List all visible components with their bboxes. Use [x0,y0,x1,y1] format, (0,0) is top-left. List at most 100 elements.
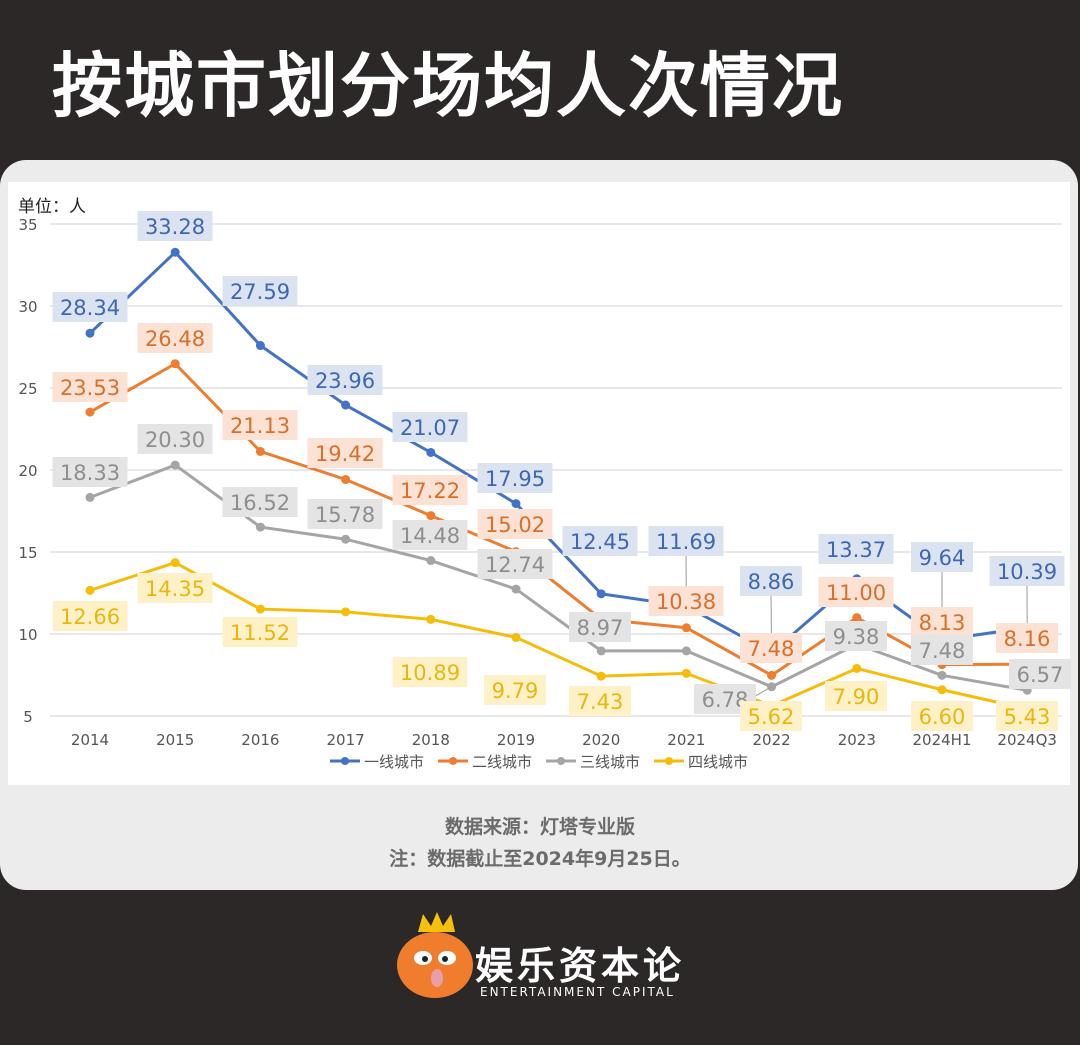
data-source: 数据来源：灯塔专业版 [444,816,635,838]
x-tick-label: 2017 [327,731,365,749]
data-point [681,668,691,678]
data-label: 7.90 [833,685,880,709]
data-label: 9.79 [492,679,539,703]
data-label: 11.69 [656,530,716,554]
data-point [852,663,862,673]
data-label: 21.07 [400,416,460,440]
x-tick-label: 2021 [667,731,705,749]
data-label-bg [740,701,802,731]
data-label: 12.74 [485,553,545,577]
x-tick-label: 2016 [241,731,279,749]
data-point [341,534,351,544]
data-label-bg [307,365,383,395]
legend-marker [449,757,457,765]
data-point [426,511,436,521]
x-tick-label: 2020 [582,731,620,749]
data-point [767,670,777,680]
data-label-bg [818,577,894,607]
data-point [255,522,265,532]
data-label: 12.45 [570,530,630,554]
data-label-bg [307,438,383,468]
data-point [937,685,947,695]
data-label: 10.38 [656,590,716,614]
data-point [255,604,265,614]
brand-logo-icon [397,912,473,998]
data-label-bg [307,499,383,529]
y-tick-label: 15 [18,544,37,562]
x-tick-label: 2014 [71,731,109,749]
data-label: 6.57 [1017,663,1064,687]
data-label: 11.00 [826,581,886,605]
y-tick-label: 5 [23,708,33,726]
x-tick-label: 2018 [412,731,450,749]
data-point [426,556,436,566]
data-label-bg [989,556,1065,586]
data-label-bg [137,573,213,603]
data-note: 注：数据截止至2024年9月25日。 [389,848,691,870]
data-label: 15.02 [485,513,545,537]
data-label-bg [825,681,887,711]
data-point [341,400,351,410]
data-point [341,475,351,485]
brand-name-en: ENTERTAINMENT CAPITAL [480,985,675,999]
data-label-bg [911,542,973,572]
data-label: 5.43 [1004,705,1051,729]
legend-marker [557,757,565,765]
data-label: 5.62 [748,705,795,729]
data-label: 18.33 [60,461,120,485]
data-point [596,671,606,681]
data-label: 10.39 [997,560,1057,584]
data-label: 12.66 [60,605,120,629]
data-label: 17.22 [400,479,460,503]
data-label-bg [911,607,973,637]
data-label-bg [52,457,128,487]
data-label-bg [740,633,802,663]
data-label-bg [825,621,887,651]
data-label: 26.48 [145,327,205,351]
data-label-bg [484,675,546,705]
data-label-bg [222,487,298,517]
x-tick-label: 2022 [753,731,791,749]
y-tick-label: 30 [18,298,37,316]
data-point [681,646,691,656]
legend-marker [341,757,349,765]
data-point [170,359,180,369]
data-label: 8.86 [748,570,795,594]
x-tick-label: 2024H1 [913,731,972,749]
data-label: 21.13 [230,414,290,438]
data-label-bg [996,701,1058,731]
data-point [426,447,436,457]
data-label-bg [996,623,1058,653]
x-tick-label: 2019 [497,731,535,749]
page-title: 按城市划分场均人次情况 [52,45,844,127]
data-label-bg [52,292,128,322]
data-point [170,558,180,568]
data-label-bg [648,586,724,616]
brand-name: 娱乐资本论 [475,943,686,988]
data-point [596,646,606,656]
legend-label: 一线城市 [364,753,424,771]
data-point [341,607,351,617]
data-label-bg [222,617,298,647]
data-label: 7.48 [748,637,795,661]
data-point [85,407,95,417]
data-label: 7.48 [919,639,966,663]
y-tick-label: 20 [18,462,37,480]
data-label-bg [137,424,213,454]
y-tick-label: 25 [18,380,37,398]
data-point [85,328,95,338]
data-label-bg [562,526,638,556]
data-point [511,584,521,594]
legend-label: 三线城市 [580,753,640,771]
data-point [170,247,180,257]
data-label-bg [392,475,468,505]
legend-label: 二线城市 [472,753,532,771]
data-label-bg [740,566,802,596]
data-label-bg [477,549,553,579]
data-point [85,492,95,502]
data-label-bg [392,520,468,550]
data-label-bg [222,410,298,440]
x-tick-label: 2023 [838,731,876,749]
data-label-bg [1009,659,1071,689]
data-label-bg [911,635,973,665]
